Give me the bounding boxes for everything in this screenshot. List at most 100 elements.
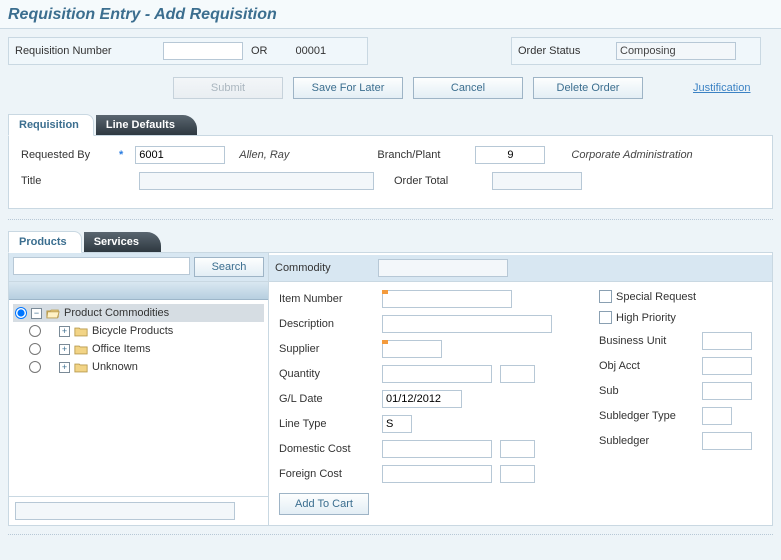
tree-row-child[interactable]: + Bicycle Products — [13, 322, 264, 340]
foreign-cost-label: Foreign Cost — [279, 468, 374, 480]
header-row: Requisition Number OR 00001 Order Status… — [0, 29, 781, 73]
folder-icon — [74, 362, 88, 373]
tab-services[interactable]: Services — [84, 232, 161, 252]
folder-open-icon — [46, 308, 60, 319]
subledger-type-input[interactable] — [702, 407, 732, 425]
title-input[interactable] — [139, 172, 374, 190]
obj-acct-label: Obj Acct — [599, 360, 694, 372]
branch-plant-desc: Corporate Administration — [571, 149, 692, 161]
tree-radio-child-1[interactable] — [29, 343, 41, 355]
checkbox-icon[interactable] — [599, 311, 612, 324]
line-type-input[interactable] — [382, 415, 412, 433]
high-priority-row[interactable]: High Priority — [599, 311, 762, 324]
gl-date-label: G/L Date — [279, 393, 374, 405]
quantity-label: Quantity — [279, 368, 374, 380]
item-number-label: Item Number — [279, 293, 374, 305]
detail-column: Commodity Item Number Description — [269, 253, 772, 525]
domestic-cost-input[interactable] — [382, 440, 492, 458]
tree-radio-child-2[interactable] — [29, 361, 41, 373]
sub-label: Sub — [599, 385, 694, 397]
foreign-cost-input[interactable] — [382, 465, 492, 483]
special-request-label: Special Request — [616, 291, 696, 303]
tree-child-0-label: Bicycle Products — [92, 325, 173, 337]
commodity-input — [378, 259, 508, 277]
product-tabs: Products Services — [0, 230, 781, 252]
foreign-cost-cur-input[interactable] — [500, 465, 535, 483]
tree-row-child[interactable]: + Unknown — [13, 358, 264, 376]
order-status-box: Order Status Composing — [511, 37, 761, 65]
subledger-type-label: Subledger Type — [599, 410, 694, 422]
business-unit-label: Business Unit — [599, 335, 694, 347]
order-status-label: Order Status — [518, 45, 608, 57]
order-status-value: Composing — [616, 42, 736, 60]
gl-date-input[interactable] — [382, 390, 462, 408]
obj-acct-input[interactable] — [702, 357, 752, 375]
req-number-box: Requisition Number OR 00001 — [8, 37, 368, 65]
quantity-uom-input[interactable] — [500, 365, 535, 383]
tab-requisition[interactable]: Requisition — [8, 114, 94, 136]
expand-icon[interactable]: + — [59, 344, 70, 355]
indicator-icon — [382, 340, 388, 344]
sub-input[interactable] — [702, 382, 752, 400]
req-number-label: Requisition Number — [15, 45, 155, 57]
description-label: Description — [279, 318, 374, 330]
indicator-icon — [382, 290, 388, 294]
tree-radio-root[interactable] — [15, 307, 27, 319]
requested-by-name: Allen, Ray — [239, 149, 289, 161]
special-request-row[interactable]: Special Request — [599, 290, 762, 303]
required-star-icon: * — [119, 149, 123, 161]
title-label: Title — [21, 175, 111, 187]
tree-child-2-label: Unknown — [92, 361, 138, 373]
requisition-tab-body: Requested By * Allen, Ray Branch/Plant C… — [8, 135, 773, 209]
req-number-seq: 00001 — [296, 45, 327, 57]
page-title: Requisition Entry - Add Requisition — [0, 0, 781, 29]
supplier-label: Supplier — [279, 343, 374, 355]
branch-plant-label: Branch/Plant — [377, 149, 467, 161]
collapse-icon[interactable]: − — [31, 308, 42, 319]
tree-search-button[interactable]: Search — [194, 257, 264, 277]
description-input[interactable] — [382, 315, 552, 333]
req-number-input[interactable] — [163, 42, 243, 60]
delete-button[interactable]: Delete Order — [533, 77, 643, 99]
divider — [8, 219, 773, 220]
tree-bottom-input[interactable] — [15, 502, 235, 520]
cancel-button[interactable]: Cancel — [413, 77, 523, 99]
checkbox-icon[interactable] — [599, 290, 612, 303]
tree-radio-child-0[interactable] — [29, 325, 41, 337]
tree-search-input[interactable] — [13, 257, 190, 275]
action-button-row: Submit Save For Later Cancel Delete Orde… — [165, 73, 781, 109]
justification-link[interactable]: Justification — [693, 82, 750, 94]
order-total-input — [492, 172, 582, 190]
folder-icon — [74, 326, 88, 337]
tree-row-root[interactable]: − Product Commodities — [13, 304, 264, 322]
req-number-code: OR — [251, 45, 268, 57]
products-panel: Search − Product Commodities + Bicycle P… — [8, 252, 773, 526]
tab-line-defaults[interactable]: Line Defaults — [96, 115, 197, 135]
add-to-cart-button[interactable]: Add To Cart — [279, 493, 369, 515]
save-button[interactable]: Save For Later — [293, 77, 403, 99]
branch-plant-input[interactable] — [475, 146, 545, 164]
tree-root-label: Product Commodities — [64, 307, 169, 319]
business-unit-input[interactable] — [702, 332, 752, 350]
line-type-label: Line Type — [279, 418, 374, 430]
expand-icon[interactable]: + — [59, 362, 70, 373]
tab-products[interactable]: Products — [8, 231, 82, 253]
tree-toolbar — [9, 282, 268, 300]
supplier-input[interactable] — [382, 340, 442, 358]
requested-by-input[interactable] — [135, 146, 225, 164]
subledger-label: Subledger — [599, 435, 694, 447]
item-number-input[interactable] — [382, 290, 512, 308]
quantity-input[interactable] — [382, 365, 492, 383]
domestic-cost-label: Domestic Cost — [279, 443, 374, 455]
domestic-cost-cur-input[interactable] — [500, 440, 535, 458]
tree-child-1-label: Office Items — [92, 343, 150, 355]
tree-search-row: Search — [9, 253, 268, 282]
high-priority-label: High Priority — [616, 312, 676, 324]
order-total-label: Order Total — [394, 175, 484, 187]
submit-button: Submit — [173, 77, 283, 99]
commodity-tree: − Product Commodities + Bicycle Products… — [9, 300, 268, 496]
expand-icon[interactable]: + — [59, 326, 70, 337]
commodity-label: Commodity — [275, 262, 370, 274]
subledger-input[interactable] — [702, 432, 752, 450]
tree-row-child[interactable]: + Office Items — [13, 340, 264, 358]
